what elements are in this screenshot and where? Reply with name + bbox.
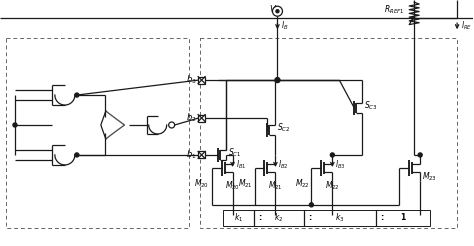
Bar — [223, 210, 430, 226]
Bar — [200, 38, 457, 228]
Text: :: : — [381, 213, 384, 222]
Text: $M_{23}$: $M_{23}$ — [422, 171, 437, 184]
Text: $S_{C1}$: $S_{C1}$ — [228, 147, 241, 159]
Circle shape — [275, 77, 280, 83]
Text: $M_{20}$: $M_{20}$ — [194, 178, 210, 190]
Text: 1: 1 — [401, 213, 406, 222]
Text: $I_{B3}$: $I_{B3}$ — [335, 159, 346, 171]
Circle shape — [418, 153, 422, 157]
Circle shape — [75, 153, 79, 157]
Circle shape — [169, 122, 174, 128]
Text: $k_2$: $k_2$ — [274, 212, 283, 224]
Text: $V_B$: $V_B$ — [269, 3, 280, 16]
Text: $b_2$: $b_2$ — [186, 112, 197, 124]
Text: $b_3$: $b_3$ — [186, 74, 197, 86]
Bar — [198, 152, 205, 158]
Text: $k_3$: $k_3$ — [336, 212, 345, 224]
Bar — [198, 77, 205, 84]
Circle shape — [330, 153, 334, 157]
Text: $k_1$: $k_1$ — [234, 212, 243, 224]
Text: $I_B$: $I_B$ — [282, 20, 289, 32]
Text: $M_{21}$: $M_{21}$ — [268, 180, 283, 192]
Text: $I_{B1}$: $I_{B1}$ — [236, 159, 246, 171]
Text: $S_{C3}$: $S_{C3}$ — [365, 100, 378, 112]
Circle shape — [13, 123, 17, 127]
Text: $S_{C2}$: $S_{C2}$ — [277, 122, 291, 134]
Text: $b_1$: $b_1$ — [186, 149, 197, 161]
Text: $M_{20}$: $M_{20}$ — [225, 180, 240, 192]
Text: $R_{REF1}$: $R_{REF1}$ — [384, 3, 405, 16]
Circle shape — [276, 10, 279, 13]
Circle shape — [310, 203, 313, 207]
Text: $M_{22}$: $M_{22}$ — [294, 178, 310, 190]
Text: $M_{21}$: $M_{21}$ — [237, 178, 253, 190]
Circle shape — [75, 93, 79, 97]
Text: $I_{RE}$: $I_{RE}$ — [461, 20, 473, 32]
Bar — [6, 38, 189, 228]
Circle shape — [273, 6, 283, 16]
Text: :: : — [308, 213, 311, 222]
Text: :: : — [258, 213, 262, 222]
Text: $M_{22}$: $M_{22}$ — [325, 180, 340, 192]
Text: $I_{B2}$: $I_{B2}$ — [278, 159, 289, 171]
Bar — [198, 115, 205, 122]
